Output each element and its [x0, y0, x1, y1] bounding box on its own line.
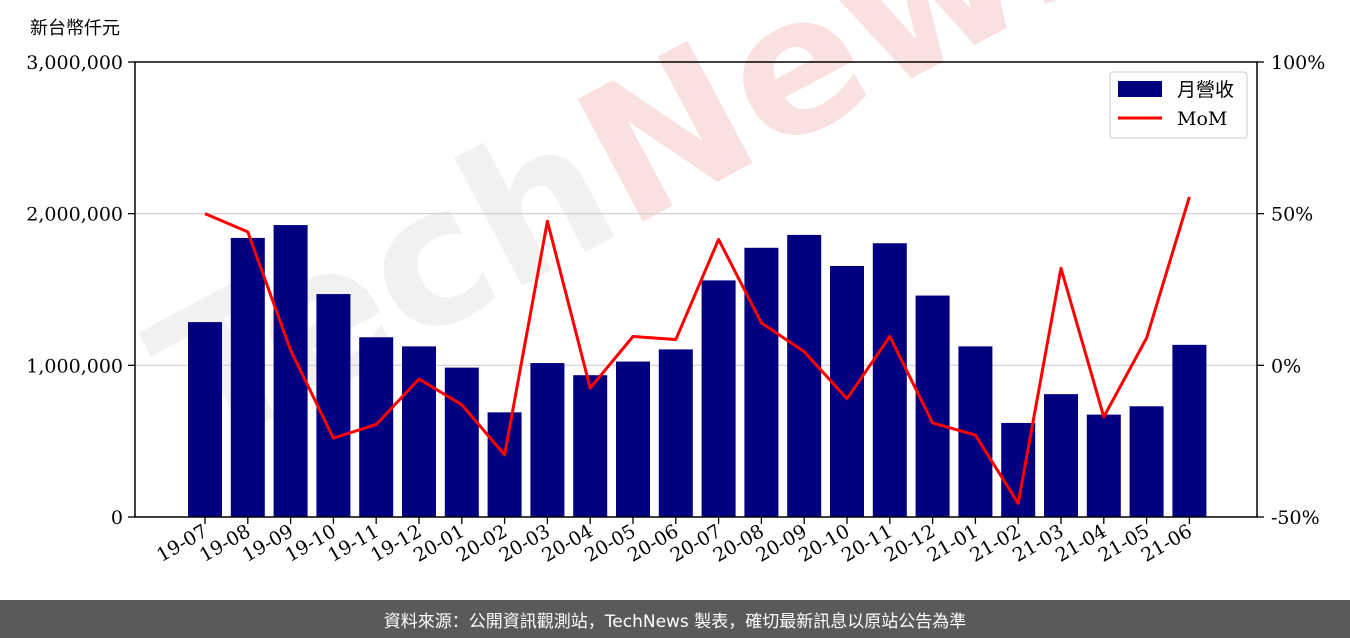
left-axis: 0 1,000,000 2,000,000 3,000,000 — [26, 52, 135, 529]
right-axis: -50% 0% 50% 100% — [1257, 52, 1325, 529]
y-axis-unit-label: 新台幣仟元 — [30, 18, 120, 39]
legend-line-label: MoM — [1177, 108, 1227, 130]
left-tick-label: 1,000,000 — [26, 355, 123, 377]
bar-19-09 — [273, 225, 308, 517]
x-tick-label: 21-06 — [1137, 520, 1195, 566]
bar-20-05 — [616, 361, 650, 517]
right-tick-label: 100% — [1271, 52, 1325, 74]
legend-bar-swatch — [1118, 81, 1162, 97]
bar-21-04 — [1086, 414, 1121, 517]
bar-19-07 — [188, 322, 222, 517]
bar-series — [188, 225, 1207, 517]
right-tick-label: -50% — [1271, 507, 1320, 529]
plot-frame — [134, 61, 1258, 518]
bar-19-10 — [316, 294, 351, 517]
bar-20-12 — [915, 295, 950, 517]
bar-20-02 — [487, 412, 522, 517]
bar-20-10 — [830, 265, 864, 517]
bar-19-12 — [402, 346, 436, 517]
bar-21-05 — [1129, 406, 1164, 517]
mom-line — [204, 196, 1191, 505]
footer-text: 資料來源：公開資訊觀測站，TechNews 製表，確切最新訊息以原站公告為準 — [383, 611, 967, 632]
bar-20-11 — [872, 243, 907, 517]
right-tick-label: 0% — [1271, 355, 1301, 377]
bar-20-08 — [744, 247, 779, 517]
bar-20-01 — [444, 367, 479, 517]
bar-20-07 — [701, 280, 736, 517]
bar-20-06 — [658, 349, 693, 517]
bar-19-08 — [230, 237, 265, 517]
left-tick-label: 2,000,000 — [26, 204, 123, 226]
x-axis: 19-0719-0819-0919-1019-1119-1220-0120-02… — [153, 517, 1196, 567]
bar-20-04 — [573, 375, 608, 517]
left-tick-label: 0 — [111, 507, 123, 529]
right-tick-label: 50% — [1271, 204, 1313, 226]
left-tick-label: 3,000,000 — [26, 52, 123, 74]
bar-21-06 — [1172, 344, 1207, 517]
bar-20-03 — [530, 363, 565, 517]
bar-20-09 — [787, 234, 822, 517]
bar-21-03 — [1044, 394, 1078, 517]
legend-bar-label: 月營收 — [1177, 79, 1234, 101]
source-footer: 資料來源：公開資訊觀測站，TechNews 製表，確切最新訊息以原站公告為準 — [0, 600, 1350, 638]
legend: 月營收 MoM — [1109, 71, 1248, 139]
revenue-chart: 0 1,000,000 2,000,000 3,000,000 -50% 0% 50% 10… — [26, 52, 1325, 567]
